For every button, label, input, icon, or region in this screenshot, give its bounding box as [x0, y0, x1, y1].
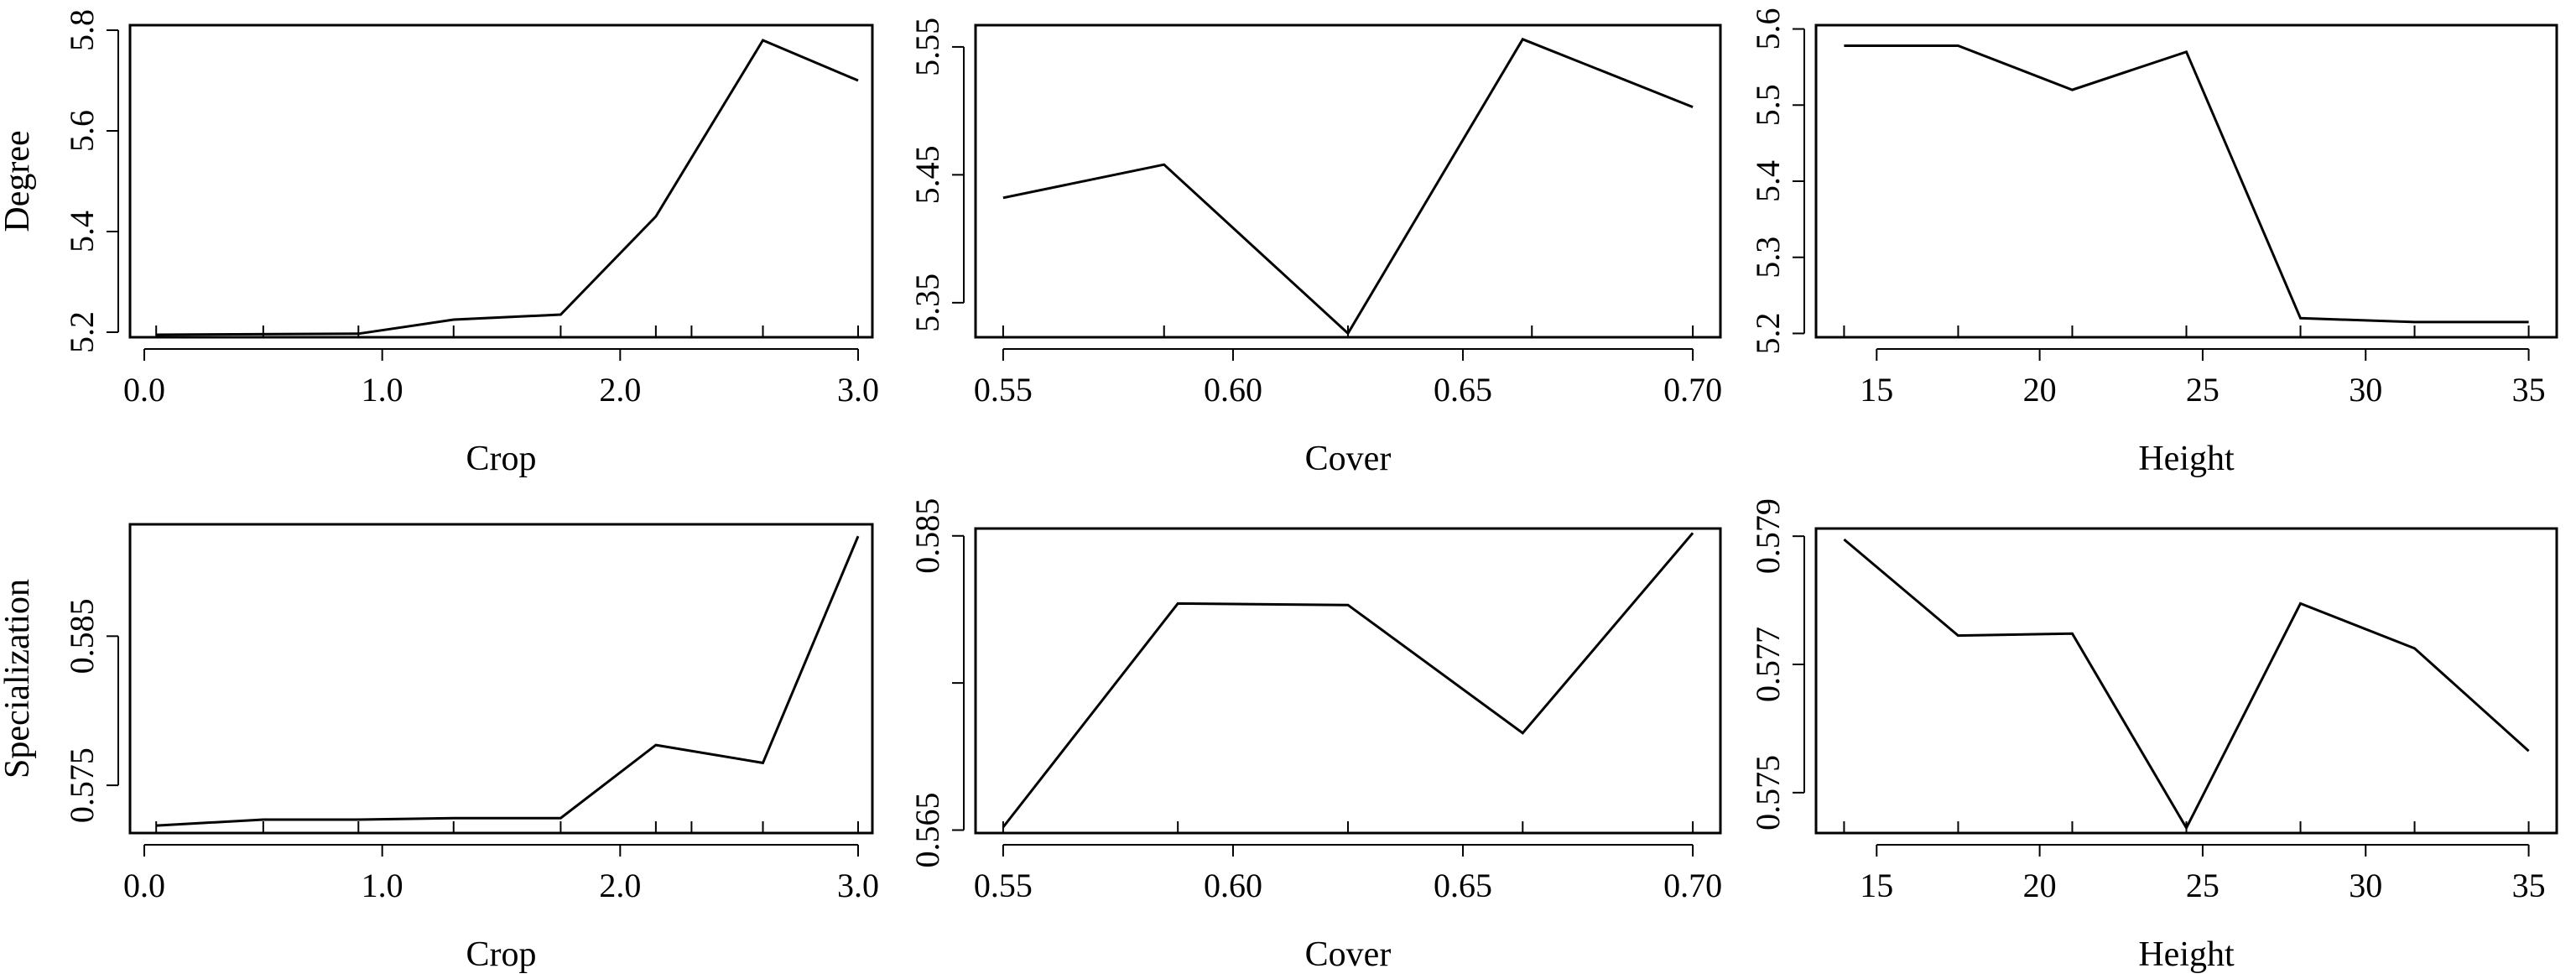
chart-panel-5: 0.55 0.60 0.65 0.70 0.565 0.585 Cover: [908, 498, 1722, 974]
x-axis-title: Crop: [466, 440, 537, 478]
x-tick-label: 0.0: [123, 867, 165, 904]
chart-panel-1: 0.0 1.0 2.0 3.0 5.2 5.4 5.6 5.8 Crop Degree: [0, 9, 879, 478]
y-tick-label: 5.8: [63, 9, 101, 51]
x-tick-label: 1.0: [362, 371, 403, 409]
y-tick-label: 5.45: [908, 145, 946, 204]
x-tick-label: 3.0: [837, 371, 879, 409]
x-tick-label: 0.65: [1434, 371, 1492, 409]
y-tick-label: 5.4: [63, 211, 101, 253]
y-tick-label: 5.3: [1749, 237, 1787, 279]
x-tick-label: 20: [2023, 867, 2057, 904]
series-line: [1843, 538, 2530, 831]
x-tick-label: 30: [2349, 867, 2382, 904]
y-tick-label: 5.6: [63, 110, 101, 152]
x-tick-label: 3.0: [837, 867, 879, 904]
y-tick-label: 0.577: [1749, 627, 1787, 702]
x-tick-label: 35: [2512, 371, 2546, 409]
chart-panel-6: 15 20 25 30 35 0.575 0.577 0.579 Height: [1749, 498, 2558, 974]
series-line: [1844, 44, 2529, 324]
x-tick-label: 0.55: [974, 867, 1033, 904]
y-tick-label: 0.579: [1749, 498, 1787, 574]
series-line: [1002, 37, 1694, 336]
y-tick-label: 0.565: [908, 792, 946, 867]
x-tick-label: 20: [2023, 371, 2057, 409]
y-tick-label: 0.585: [63, 598, 101, 674]
y-tick-label: 0.575: [1749, 755, 1787, 831]
x-tick-label: 0.60: [1204, 371, 1262, 409]
y-tick-label: 0.585: [908, 498, 946, 574]
y-tick-label: 5.4: [1749, 160, 1787, 202]
x-tick-label: 0.65: [1434, 867, 1492, 904]
x-tick-label: 1.0: [362, 867, 403, 904]
x-axis-title: Cover: [1305, 935, 1392, 974]
x-axis-title: Height: [2138, 440, 2235, 478]
chart-panel-2: 0.55 0.60 0.65 0.70 5.35 5.45 5.55 Cover: [908, 18, 1722, 478]
x-tick-label: 15: [1860, 371, 1893, 409]
y-axis-title: Degree: [0, 130, 37, 232]
y-tick-label: 5.6: [1749, 8, 1787, 50]
y-tick-label: 5.35: [908, 273, 946, 332]
x-tick-label: 25: [2186, 371, 2220, 409]
plot-frame: [128, 23, 874, 339]
x-tick-label: 35: [2512, 867, 2546, 904]
x-tick-label: 0.60: [1204, 867, 1262, 904]
x-tick-label: 2.0: [599, 371, 641, 409]
x-axis-title: Height: [2138, 935, 2235, 974]
x-tick-label: 0.70: [1663, 867, 1722, 904]
chart-panel-3: 15 20 25 30 35 5.2 5.3 5.4 5.5 5.6 Height: [1749, 8, 2558, 478]
y-tick-label: 5.2: [63, 311, 101, 353]
y-axis-title: Specialization: [0, 579, 37, 779]
x-tick-label: 25: [2186, 867, 2220, 904]
x-tick-label: 0.70: [1663, 371, 1722, 409]
chart-panel-4: 0.0 1.0 2.0 3.0 0.575 0.585 Crop Specialization: [0, 523, 879, 974]
series-line: [1002, 532, 1694, 828]
x-tick-label: 30: [2349, 371, 2382, 409]
series-line: [156, 39, 859, 336]
plot-frame: [974, 527, 1722, 835]
y-tick-label: 5.2: [1749, 312, 1787, 354]
y-tick-label: 5.5: [1749, 84, 1787, 126]
series-line: [156, 535, 860, 827]
x-tick-label: 2.0: [599, 867, 641, 904]
y-tick-label: 0.575: [63, 747, 101, 823]
plot-frame: [128, 523, 874, 835]
x-axis-title: Cover: [1305, 440, 1392, 478]
y-tick-label: 5.55: [908, 18, 946, 76]
x-tick-label: 0.55: [974, 371, 1033, 409]
plot-frame: [1814, 527, 2558, 835]
x-tick-label: 15: [1860, 867, 1893, 904]
x-tick-label: 0.0: [123, 371, 165, 409]
x-axis-title: Crop: [466, 935, 537, 974]
plot-frame: [1814, 23, 2558, 339]
